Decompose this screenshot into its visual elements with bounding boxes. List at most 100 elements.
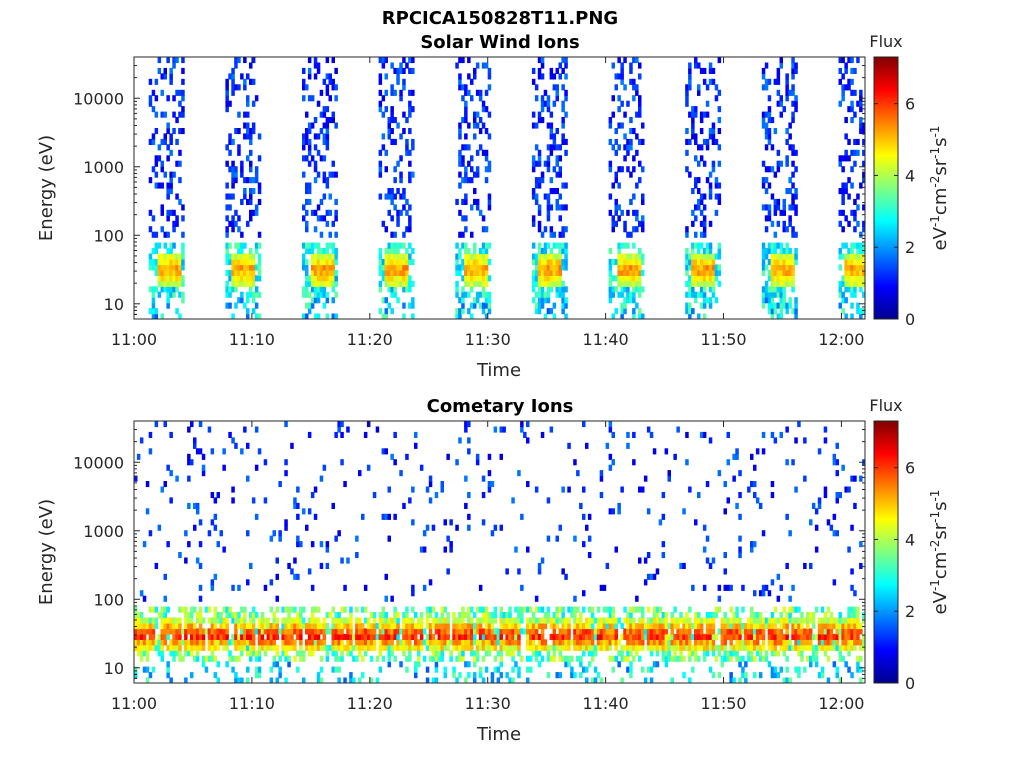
heatmap-cell xyxy=(564,286,568,293)
heatmap-cell xyxy=(708,437,713,444)
heatmap-cell xyxy=(387,253,391,260)
heatmap-cell xyxy=(325,269,330,276)
heatmap-cell xyxy=(585,677,589,683)
heatmap-cell xyxy=(443,617,447,624)
heatmap-cell xyxy=(537,633,542,640)
heatmap-cell xyxy=(260,644,265,651)
heatmap-cell xyxy=(711,269,716,276)
heatmap-cell xyxy=(585,617,589,624)
heatmap-cell xyxy=(835,644,839,651)
heatmap-cell xyxy=(249,133,253,140)
heatmap-cell xyxy=(481,242,486,249)
heatmap-cell xyxy=(809,644,813,651)
heatmap-cell xyxy=(753,617,757,624)
heatmap-cell xyxy=(685,253,689,260)
heatmap-cell xyxy=(850,182,854,189)
heatmap-cell xyxy=(540,280,545,287)
heatmap-cell xyxy=(228,269,232,276)
heatmap-cell xyxy=(299,606,303,613)
heatmap-cell xyxy=(788,280,792,287)
heatmap-cell xyxy=(576,644,580,651)
heatmap-cell xyxy=(844,623,848,630)
heatmap-cell xyxy=(682,655,686,662)
heatmap-cell xyxy=(331,650,335,657)
heatmap-cell xyxy=(534,644,539,651)
heatmap-cell xyxy=(478,584,483,591)
heatmap-cell xyxy=(166,291,170,298)
heatmap-cell xyxy=(393,655,397,662)
heatmap-cell xyxy=(169,497,173,504)
heatmap-cell xyxy=(157,639,162,646)
heatmap-cell xyxy=(561,623,565,630)
heatmap-cell xyxy=(148,308,153,315)
heatmap-cell xyxy=(319,623,324,630)
heatmap-cell xyxy=(243,612,247,619)
heatmap-cell xyxy=(764,623,769,630)
heatmap-cell xyxy=(151,215,156,222)
heatmap-cell xyxy=(576,617,580,624)
heatmap-cell xyxy=(246,133,250,140)
heatmap-cell xyxy=(593,644,598,651)
heatmap-cell xyxy=(664,633,669,640)
heatmap-cell xyxy=(487,259,492,266)
heatmap-cell xyxy=(859,259,863,266)
heatmap-cell xyxy=(582,513,586,520)
heatmap-cell xyxy=(564,138,568,145)
heatmap-cell xyxy=(853,590,857,597)
heatmap-cell xyxy=(428,633,433,640)
heatmap-cell xyxy=(785,426,789,433)
heatmap-cell xyxy=(246,313,250,319)
heatmap-cell xyxy=(237,623,241,630)
heatmap-cell xyxy=(794,253,798,260)
heatmap-cell xyxy=(785,666,789,673)
heatmap-cell xyxy=(461,628,465,635)
heatmap-cell xyxy=(340,606,344,613)
heatmap-cell xyxy=(620,253,624,260)
heatmap-cell xyxy=(694,215,698,222)
heatmap-cell xyxy=(251,78,256,85)
heatmap-cell xyxy=(832,530,837,537)
heatmap-cell xyxy=(694,259,698,266)
heatmap-cell xyxy=(699,639,704,646)
heatmap-cell xyxy=(470,286,474,293)
heatmap-cell xyxy=(478,633,483,640)
heatmap-cell xyxy=(328,269,332,276)
heatmap-cell xyxy=(850,286,854,293)
heatmap-cell xyxy=(310,644,315,651)
heatmap-cell xyxy=(378,623,383,630)
heatmap-cell xyxy=(585,628,589,635)
heatmap-cell xyxy=(499,524,503,531)
heatmap-cell xyxy=(148,639,153,646)
heatmap-cell xyxy=(175,617,179,624)
heatmap-cell xyxy=(458,155,462,162)
heatmap-cell xyxy=(635,264,639,271)
heatmap-cell xyxy=(708,220,713,227)
heatmap-cell xyxy=(862,220,865,227)
heatmap-cell xyxy=(638,95,642,102)
heatmap-cell xyxy=(151,644,156,651)
heatmap-cell xyxy=(411,89,415,96)
heatmap-cell xyxy=(841,188,845,195)
heatmap-cell xyxy=(254,464,259,471)
heatmap-cell xyxy=(393,204,397,211)
heatmap-cell xyxy=(443,672,447,679)
heatmap-cell xyxy=(838,612,842,619)
heatmap-cell xyxy=(484,633,489,640)
heatmap-cell xyxy=(558,215,562,222)
heatmap-cell xyxy=(175,193,179,200)
heatmap-cell xyxy=(319,155,324,162)
heatmap-cell xyxy=(237,269,241,276)
heatmap-cell xyxy=(484,155,489,162)
heatmap-cell xyxy=(358,677,362,683)
heatmap-cell xyxy=(231,177,235,184)
heatmap-cell xyxy=(470,628,474,635)
heatmap-cell xyxy=(390,215,394,222)
heatmap-cell xyxy=(222,617,226,624)
heatmap-cell xyxy=(531,269,536,276)
heatmap-cell xyxy=(767,297,772,304)
heatmap-cell xyxy=(290,568,294,575)
heatmap-cell xyxy=(305,133,309,140)
heatmap-cell xyxy=(251,291,256,298)
heatmap-cell xyxy=(484,291,489,298)
heatmap-cell xyxy=(487,639,492,646)
